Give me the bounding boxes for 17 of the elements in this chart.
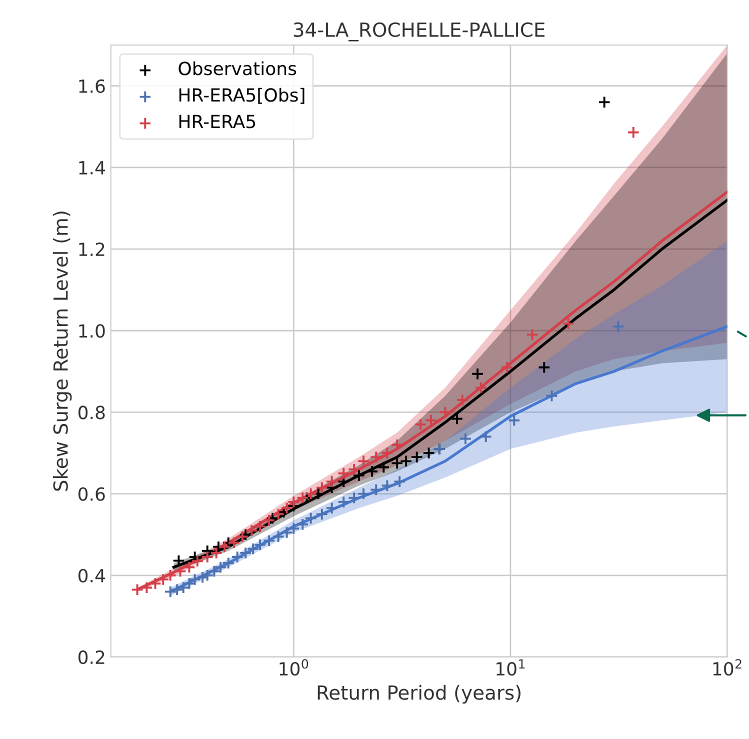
chart-title: 34-LA_ROCHELLE-PALLICE	[294, 22, 544, 42]
x-tick-label: 10$^{0}$	[280, 659, 308, 676]
x-tick-label: 10$^{1}$	[496, 659, 525, 676]
y-tick-label: 0.4	[78, 568, 105, 582]
legend-label: HR-ERA5[Obs]	[179, 88, 304, 104]
y-tick-label: 1.6	[79, 79, 105, 93]
y-axis-title: Skew Surge Return Level (m)	[52, 212, 72, 491]
y-tick-label: 1.2	[79, 242, 104, 256]
y-tick-label: 0.2	[78, 650, 104, 664]
y-tick-label: 1.4	[79, 161, 105, 174]
y-tick-label: 0.8	[78, 406, 105, 420]
y-tick-label: 1.0	[79, 324, 105, 338]
x-tick-label: 10$^{2}$	[713, 659, 742, 676]
legend-label: HR-ERA5	[179, 114, 256, 128]
y-tick-label: 0.6	[78, 487, 105, 501]
legend-label: Observations	[178, 61, 296, 76]
x-axis-title: Return Period (years)	[318, 684, 520, 704]
